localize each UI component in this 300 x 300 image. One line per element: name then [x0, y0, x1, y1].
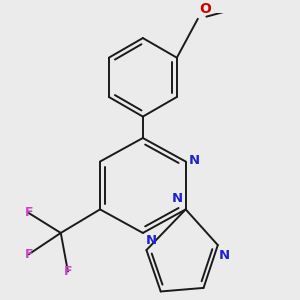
- Text: N: N: [172, 192, 183, 205]
- Text: N: N: [188, 154, 200, 166]
- Text: N: N: [219, 249, 230, 262]
- Text: N: N: [146, 234, 157, 248]
- Text: O: O: [199, 2, 211, 16]
- Text: F: F: [24, 248, 33, 261]
- Text: F: F: [64, 265, 72, 278]
- Text: F: F: [24, 206, 33, 220]
